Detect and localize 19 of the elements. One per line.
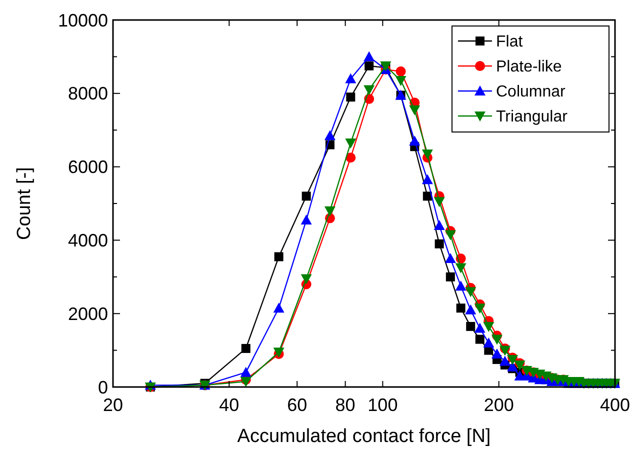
y-tick-label: 2000 — [68, 304, 108, 324]
y-tick-label: 8000 — [68, 84, 108, 104]
x-tick-label: 60 — [287, 395, 308, 415]
x-tick-label: 200 — [484, 395, 514, 415]
y-tick-label: 0 — [98, 377, 108, 398]
y-axis-title: Count [-] — [14, 167, 35, 240]
legend-label: Plate-like — [496, 58, 562, 76]
y-tick-label: 6000 — [68, 157, 108, 178]
x-tick-label: 100 — [368, 395, 398, 415]
x-tick-label: 80 — [335, 395, 356, 415]
legend-label: Triangular — [496, 108, 568, 126]
x-tick-label: 400 — [600, 395, 630, 415]
x-tick-label: 20 — [102, 395, 124, 415]
y-tick-label: 4000 — [68, 230, 108, 250]
x-tick-label: 40 — [219, 395, 240, 415]
legend-label: Flat — [496, 34, 524, 51]
legend-label: Columnar — [496, 84, 566, 101]
y-tick-label: 10000 — [58, 10, 108, 30]
x-axis-title: Accumulated contact force [N] — [237, 426, 491, 447]
